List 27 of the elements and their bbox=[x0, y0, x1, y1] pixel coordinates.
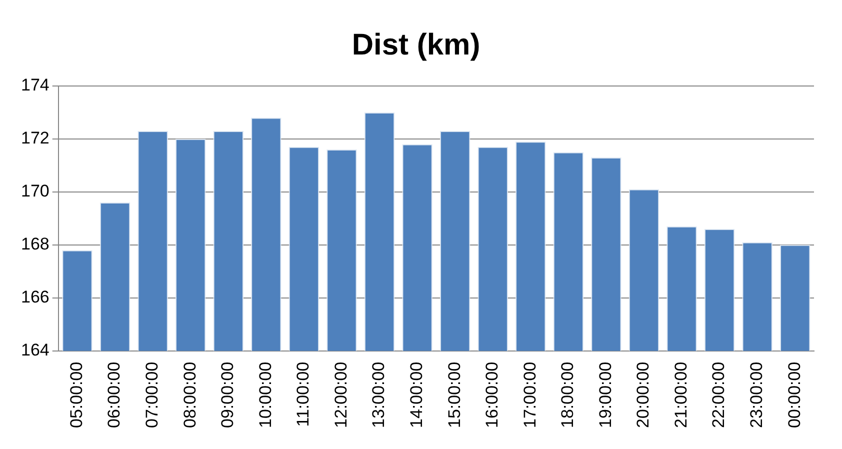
x-tick-label: 20:00:00 bbox=[634, 362, 653, 428]
x-tick-label: 22:00:00 bbox=[709, 362, 728, 428]
x-tick-label: 14:00:00 bbox=[406, 362, 426, 428]
x-tick-label: 19:00:00 bbox=[596, 362, 615, 428]
x-tick-label: 18:00:00 bbox=[558, 362, 578, 428]
x-tick-label: 09:00:00 bbox=[218, 362, 238, 428]
y-tick-label: 166 bbox=[20, 288, 50, 307]
y-tick-label: 172 bbox=[20, 128, 50, 148]
x-tick-label: 21:00:00 bbox=[671, 362, 690, 428]
x-tick-label: 12:00:00 bbox=[331, 362, 350, 428]
x-tick-label: 17:00:00 bbox=[520, 362, 540, 428]
y-tick-label: 170 bbox=[20, 182, 50, 201]
x-tick-label: 23:00:00 bbox=[747, 362, 766, 428]
y-tick-label: 164 bbox=[20, 340, 50, 360]
x-tick-label: 05:00:00 bbox=[66, 362, 86, 428]
x-tick-label: 13:00:00 bbox=[369, 362, 388, 428]
y-tick-label: 168 bbox=[20, 234, 50, 254]
x-tick-label: 15:00:00 bbox=[444, 362, 464, 428]
y-tick-label: 174 bbox=[20, 76, 50, 95]
x-tick-label: 00:00:00 bbox=[784, 362, 804, 428]
x-tick-label: 16:00:00 bbox=[482, 362, 502, 428]
x-tick-label: 07:00:00 bbox=[142, 362, 162, 428]
x-tick-label: 11:00:00 bbox=[294, 362, 313, 427]
x-tick-label: 06:00:00 bbox=[104, 362, 124, 428]
x-tick-label: 08:00:00 bbox=[180, 362, 200, 428]
chart-title: Dist (km) bbox=[352, 28, 480, 62]
x-tick-label: 10:00:00 bbox=[256, 362, 275, 428]
